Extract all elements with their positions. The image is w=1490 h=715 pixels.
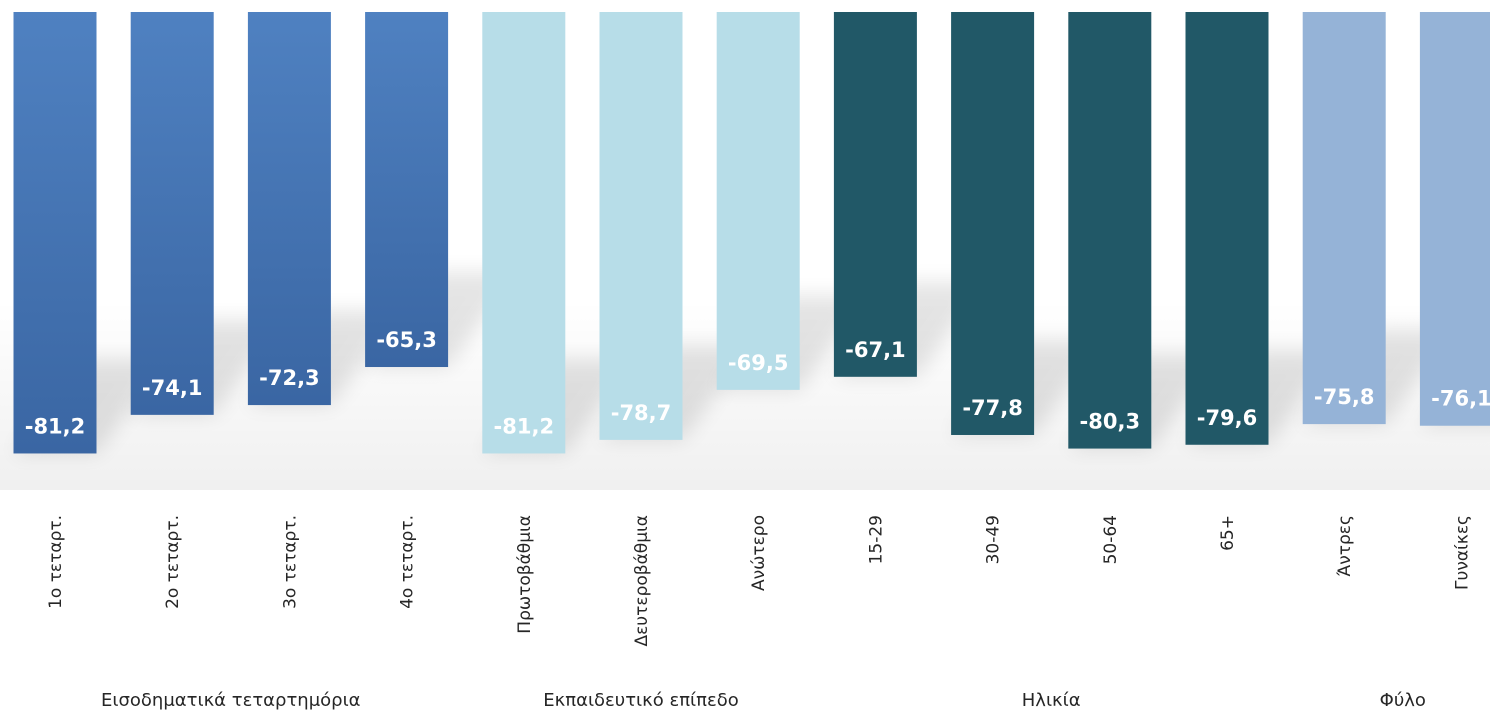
data-label: -77,8	[962, 396, 1023, 420]
data-label: -81,2	[25, 414, 86, 438]
bar	[1185, 12, 1269, 445]
bar	[13, 12, 97, 454]
category-tick-label: Δευτεροβάθμια	[632, 515, 652, 647]
category-tick-label: 4ο τεταρτ.	[398, 515, 418, 609]
data-label: -81,2	[494, 414, 555, 438]
data-label: -75,8	[1314, 385, 1375, 409]
data-label: -74,1	[142, 376, 203, 400]
bar	[833, 12, 917, 377]
category-tick-label: Πρωτοβάθμια	[515, 515, 535, 634]
category-tick-label: Ανώτερο	[749, 515, 769, 591]
data-label: -65,3	[376, 328, 437, 352]
data-label: -67,1	[845, 338, 906, 362]
data-label: -76,1	[1431, 387, 1490, 411]
category-tick-label: 65+	[1218, 515, 1238, 551]
data-label: -69,5	[728, 351, 789, 375]
bar	[1419, 12, 1490, 426]
category-tick-label: 3ο τεταρτ.	[280, 515, 300, 609]
data-label: -78,7	[611, 401, 672, 425]
category-tick-label: Άντρες	[1335, 515, 1355, 576]
category-tick-label: 50-64	[1101, 515, 1121, 564]
category-tick-label: Γυναίκες	[1452, 515, 1472, 590]
bar	[1068, 12, 1152, 449]
group-label: Εκπαιδευτικό επίπεδο	[543, 690, 738, 711]
bar	[1302, 12, 1386, 425]
bar	[599, 12, 683, 440]
category-tick-label: 1ο τεταρτ.	[46, 515, 66, 609]
data-label: -79,6	[1197, 406, 1258, 430]
bar	[130, 12, 214, 415]
bar	[482, 12, 566, 454]
bar	[365, 12, 449, 368]
bar	[716, 12, 800, 390]
bar	[951, 12, 1035, 435]
bar	[247, 12, 331, 406]
data-label: -80,3	[1080, 410, 1141, 434]
data-label: -72,3	[259, 366, 320, 390]
category-tick-label: 30-49	[984, 515, 1004, 564]
group-label: Φύλο	[1380, 690, 1426, 711]
group-label: Ηλικία	[1022, 690, 1081, 711]
category-tick-label: 15-29	[866, 515, 886, 564]
group-label: Εισοδηματικά τεταρτημόρια	[101, 690, 361, 711]
category-tick-label: 2ο τεταρτ.	[163, 515, 183, 609]
